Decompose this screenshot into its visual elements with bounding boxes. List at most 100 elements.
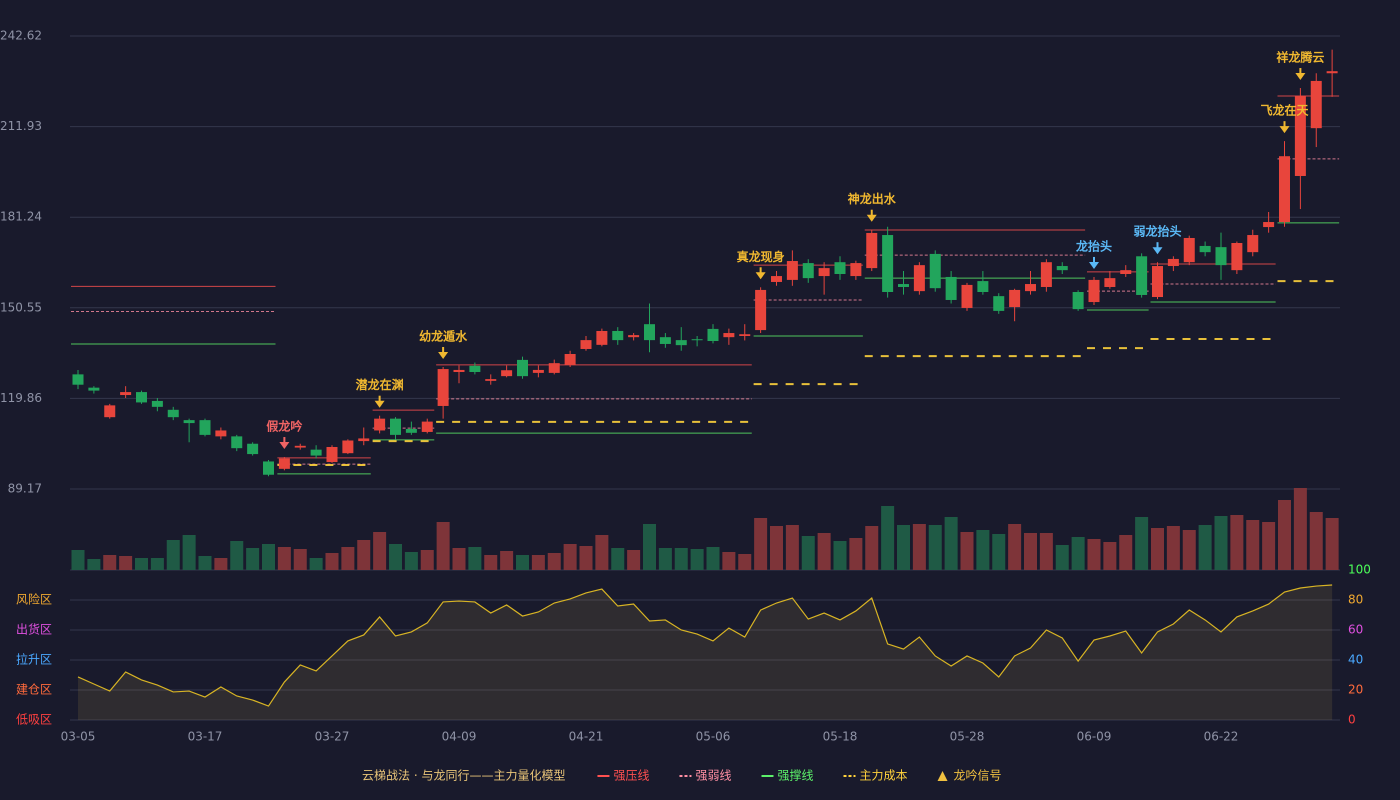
volume-bar [611,548,625,570]
x-tick-label: 03-05 [61,730,96,744]
candle-body [993,296,1005,311]
volume-bar [135,558,148,570]
candle-body [612,330,624,341]
signal-arrow-head [1279,126,1290,134]
volume-bar [865,526,879,570]
volume [71,488,1339,570]
candle-body [485,379,497,381]
volume-bar [1182,530,1196,570]
candle-body [1263,222,1275,228]
volume-bar [1008,524,1022,570]
volume-bar [770,526,783,570]
signal-arrow-head [279,442,290,450]
y2-tick-label: 60 [1348,623,1363,637]
candle-body [1294,95,1306,176]
zone-label: 建仓区 [16,683,52,697]
volume-bar [500,551,514,570]
candle-body [183,420,195,424]
candle-body [691,339,703,341]
volume-bar [87,559,101,570]
volume-bar [849,538,863,570]
volume-bar [960,532,974,570]
candle-body [1215,247,1227,266]
candle-body [1104,278,1116,287]
x-tick-label: 03-27 [315,730,350,744]
volume-bar [468,547,482,570]
legend-label: 龙吟信号 [954,768,1002,783]
candle-body [659,337,671,344]
candle-body [596,330,608,345]
volume-bar [357,540,371,570]
x-tick-label: 03-17 [188,730,223,744]
x-tick-label: 05-28 [950,730,985,744]
volume-bar [1278,500,1291,570]
candle-body [723,333,735,338]
volume-bar [230,541,244,570]
candle-body [1231,243,1243,271]
oscillator [77,584,1333,720]
oscillator-area [78,585,1333,720]
candle-body [739,334,751,336]
candle-body [405,428,417,433]
candle-body [136,392,147,403]
y-tick-label: 211.93 [0,119,42,133]
candle-body [390,418,401,435]
candle-body [294,445,306,448]
volume-bar [309,558,323,570]
candle-body [977,281,989,293]
volume-bar [103,555,117,570]
volume-bar [1214,516,1228,570]
volume-bar [976,530,990,570]
y-tick-label: 150.55 [0,300,42,314]
volume-bar [246,548,260,570]
y2-tick-label: 80 [1348,593,1363,607]
candle-body [564,354,576,365]
volume-bar [1119,535,1133,570]
volume-bar [277,547,291,570]
volume-bar [341,547,355,570]
volume-bar [214,558,228,570]
candle-body [517,359,528,377]
volume-bar [1325,518,1339,570]
volume-bar [897,525,910,570]
volume-bar [1039,533,1053,570]
candle-body [755,289,767,331]
candle-body [1136,256,1148,295]
candle-body [88,387,100,391]
volume-bar [738,554,752,570]
signal-arrow-head [1152,247,1163,255]
candle-body [961,284,973,308]
volume-bar [1246,520,1260,570]
candle-body [802,263,814,279]
candle-body [1025,284,1036,292]
candle-body [342,440,354,454]
candle-body [913,265,925,292]
candle-body [548,363,560,373]
volume-bar [71,550,85,570]
volume-bar [912,524,926,570]
zone-label: 出货区 [16,622,52,637]
volume-bar [547,553,561,570]
volume-bar [373,532,387,570]
candles [72,49,1338,477]
signal-arrow-head [374,400,385,408]
volume-bar [1151,528,1164,570]
candle-body [1183,237,1195,263]
signal-label: 潜龙在渊 [356,377,404,392]
x-tick-label: 04-09 [442,730,477,744]
x-tick-label: 04-21 [569,730,604,744]
levels [71,95,1340,475]
candle-body [580,340,592,349]
volume-bar [293,549,307,570]
candle-body [278,458,290,469]
volume-bar [785,525,799,570]
candle-body [834,262,846,274]
zone-label: 低吸区 [16,713,52,727]
volume-bar [817,533,831,570]
candle-body [1167,258,1179,267]
volume-bar [1103,542,1117,570]
candle-body [263,461,274,475]
candle-body [1310,80,1322,129]
signal-arrow-head [1089,261,1099,269]
